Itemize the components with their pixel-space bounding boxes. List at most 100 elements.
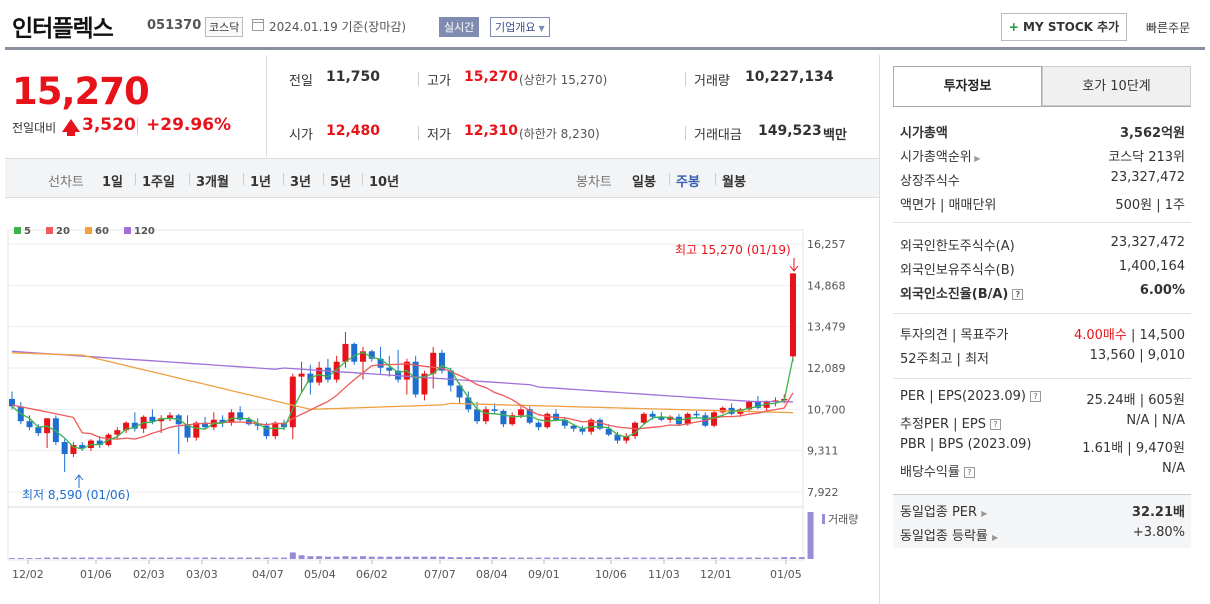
candle-body [360, 351, 367, 362]
invest-row-label-text: 52주최고 | 최저 [900, 352, 989, 367]
help-icon[interactable]: ? [989, 419, 1001, 430]
candle-body [35, 427, 42, 434]
volume-bar [491, 557, 498, 559]
legend-swatch [46, 227, 53, 234]
candle-body [9, 398, 15, 407]
candle-period-item[interactable]: 주봉 [676, 175, 700, 190]
candle-body [166, 415, 173, 419]
volume-bar [105, 557, 112, 559]
chevron-right-icon: ▶ [992, 533, 999, 542]
period-item[interactable]: 5년 [330, 175, 352, 190]
volume-bar [772, 557, 779, 559]
help-icon[interactable]: ? [1029, 391, 1041, 402]
upper-limit: (상한가 15,270) [519, 73, 608, 87]
current-price: 15,270 [12, 70, 150, 113]
period-separator [669, 173, 670, 185]
period-separator [715, 173, 716, 185]
candle-body [193, 422, 200, 438]
quick-order-button[interactable]: 빠른주문 [1146, 21, 1191, 35]
ma5-line [11, 351, 794, 450]
low-arrow-head [74, 474, 84, 481]
candle-body [711, 412, 718, 426]
period-item[interactable]: 10년 [369, 175, 400, 190]
volume-legend-label: 거래량 [828, 513, 858, 526]
volume-bar [561, 557, 568, 559]
invest-row-value-text: | 14,500 [1126, 328, 1185, 343]
company-overview-dropdown[interactable]: 기업개요 ▼ [490, 17, 550, 37]
volume-bar [517, 557, 524, 559]
invest-row-label-text: 외국인한도주식수(A) [900, 239, 1015, 254]
invest-row-value-text: 6.00% [1139, 283, 1185, 298]
industry-per-label[interactable]: 동일업종 PER ▶ [900, 501, 987, 520]
invest-row-value-text: 3,562억원 [1119, 126, 1185, 141]
period-item[interactable]: 3년 [290, 175, 312, 190]
volume-bar [438, 556, 445, 559]
candle-body [447, 370, 454, 386]
period-separator [362, 173, 363, 185]
volume-bar [482, 557, 489, 559]
candle-body [114, 430, 121, 435]
candle-body [640, 413, 647, 423]
volume-bar [307, 556, 314, 559]
amount-value: 149,523 [758, 123, 822, 139]
industry-change-text: 동일업종 등락률 [900, 529, 988, 544]
invest-row-label: 추정PER | EPS? [900, 413, 1001, 432]
legend-swatch [85, 227, 92, 234]
invest-row-label: 52주최고 | 최저 [900, 348, 989, 367]
x-tick-label: 03/03 [186, 568, 218, 581]
help-icon[interactable]: ? [1012, 289, 1024, 300]
volume-bar [658, 557, 665, 559]
help-icon[interactable]: ? [963, 467, 975, 478]
my-stock-add-button[interactable]: + MY STOCK 추가 [1001, 13, 1127, 41]
volume-bar [605, 557, 612, 559]
volume-bar [430, 556, 437, 559]
candle-period-item[interactable]: 일봉 [632, 175, 656, 190]
lower-limit: (하한가 8,230) [519, 127, 600, 141]
y-tick-label: 10,700 [807, 403, 846, 416]
y-tick-label: 13,479 [807, 321, 846, 334]
period-item[interactable]: 1년 [250, 175, 272, 190]
candle-body [482, 409, 489, 422]
candle-body [544, 413, 551, 428]
invest-row-value-text: 1,400,164 [1118, 259, 1185, 274]
volume-bar [474, 557, 481, 559]
invest-row-label-text: 상장주식수 [900, 174, 960, 189]
invest-row-label: 시가총액순위 ▶ [900, 146, 980, 165]
x-tick-label: 01/06 [80, 568, 112, 581]
x-tick-label: 12/01 [700, 568, 732, 581]
period-item[interactable]: 1일 [102, 175, 124, 190]
volume-bar [746, 557, 753, 559]
industry-change-label[interactable]: 동일업종 등락률 ▶ [900, 525, 998, 544]
candle-body [649, 413, 656, 417]
tab-order-book[interactable]: 호가 10단계 [1042, 66, 1191, 106]
invest-row-label: PBR | BPS (2023.09) [900, 437, 1031, 452]
volume-bar [790, 557, 796, 559]
candle-period-item[interactable]: 월봉 [722, 175, 746, 190]
candle-body [70, 445, 77, 454]
volume-value: 10,227,134 [745, 69, 834, 85]
tab-invest-info[interactable]: 투자정보 [893, 66, 1042, 106]
invest-row-label-text: 시가총액 [900, 126, 948, 141]
period-item[interactable]: 1주일 [142, 175, 175, 190]
x-tick-label: 05/04 [304, 568, 336, 581]
candle-body [623, 436, 630, 441]
candle-body [96, 440, 103, 446]
chevron-right-icon: ▶ [971, 154, 981, 163]
candle-body [52, 418, 59, 443]
industry-per-text: 동일업종 PER [900, 505, 978, 520]
candle-body [333, 361, 340, 380]
candle-body [693, 413, 700, 416]
ma20-line [11, 363, 794, 440]
x-tick-label: 11/03 [648, 568, 680, 581]
stock-chart[interactable]: 16,257 14,868 13,479 12,089 10,700 9,311 7,922… [0, 200, 878, 604]
line-chart-label: 선차트 [48, 175, 84, 190]
candle-body [298, 373, 305, 377]
volume-bar [667, 557, 674, 559]
y-tick-label: 14,868 [807, 279, 846, 292]
company-name: 인터플렉스 [12, 16, 114, 42]
period-item[interactable]: 3개월 [196, 175, 229, 190]
invest-row-value-text: 25.24배 | 605원 [1086, 393, 1185, 408]
volume-bar [509, 557, 516, 559]
realtime-button[interactable]: 실시간 [439, 17, 480, 37]
stat-separator [418, 72, 419, 86]
